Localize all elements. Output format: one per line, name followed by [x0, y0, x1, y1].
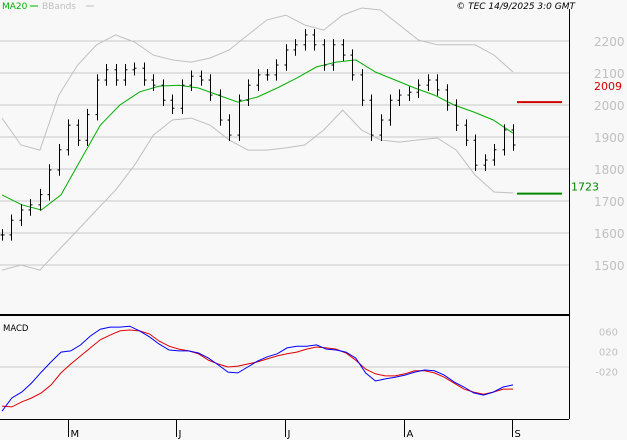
price-tick-label: 1800: [594, 163, 625, 177]
month-label: M: [71, 429, 80, 440]
macd-tick-label: -020: [595, 368, 618, 379]
resistance-label: 2009: [594, 80, 622, 93]
month-label: J: [178, 429, 182, 440]
lower-bollinger-band: [1, 109, 514, 271]
support-label: 1723: [571, 181, 599, 194]
price-tick-label: 1500: [594, 259, 625, 273]
price-tick-label: 2200: [594, 35, 625, 49]
macd-tick-label: 020: [599, 348, 618, 359]
legend-bbands: BBands: [42, 2, 76, 12]
month-label: S: [515, 429, 521, 440]
price-tick-label: 2000: [594, 99, 625, 113]
price-tick-label: 1700: [594, 195, 625, 209]
month-label: J: [287, 429, 291, 440]
copyright: © TEC 14/9/2025 3:0 GMT: [456, 2, 576, 12]
legend-ma20: MA20: [2, 2, 28, 12]
macd-title: MACD: [3, 324, 29, 334]
price-tick-label: 2100: [594, 67, 625, 81]
macd-signal-line: [1, 329, 513, 408]
price-tick-label: 1900: [594, 131, 625, 145]
macd-tick-label: 060: [599, 328, 618, 339]
month-label: A: [407, 429, 414, 440]
macd-line: [1, 325, 514, 412]
price-tick-label: 1600: [594, 227, 625, 241]
ma20-line: [1, 59, 514, 211]
upper-bollinger-band: [1, 7, 514, 151]
